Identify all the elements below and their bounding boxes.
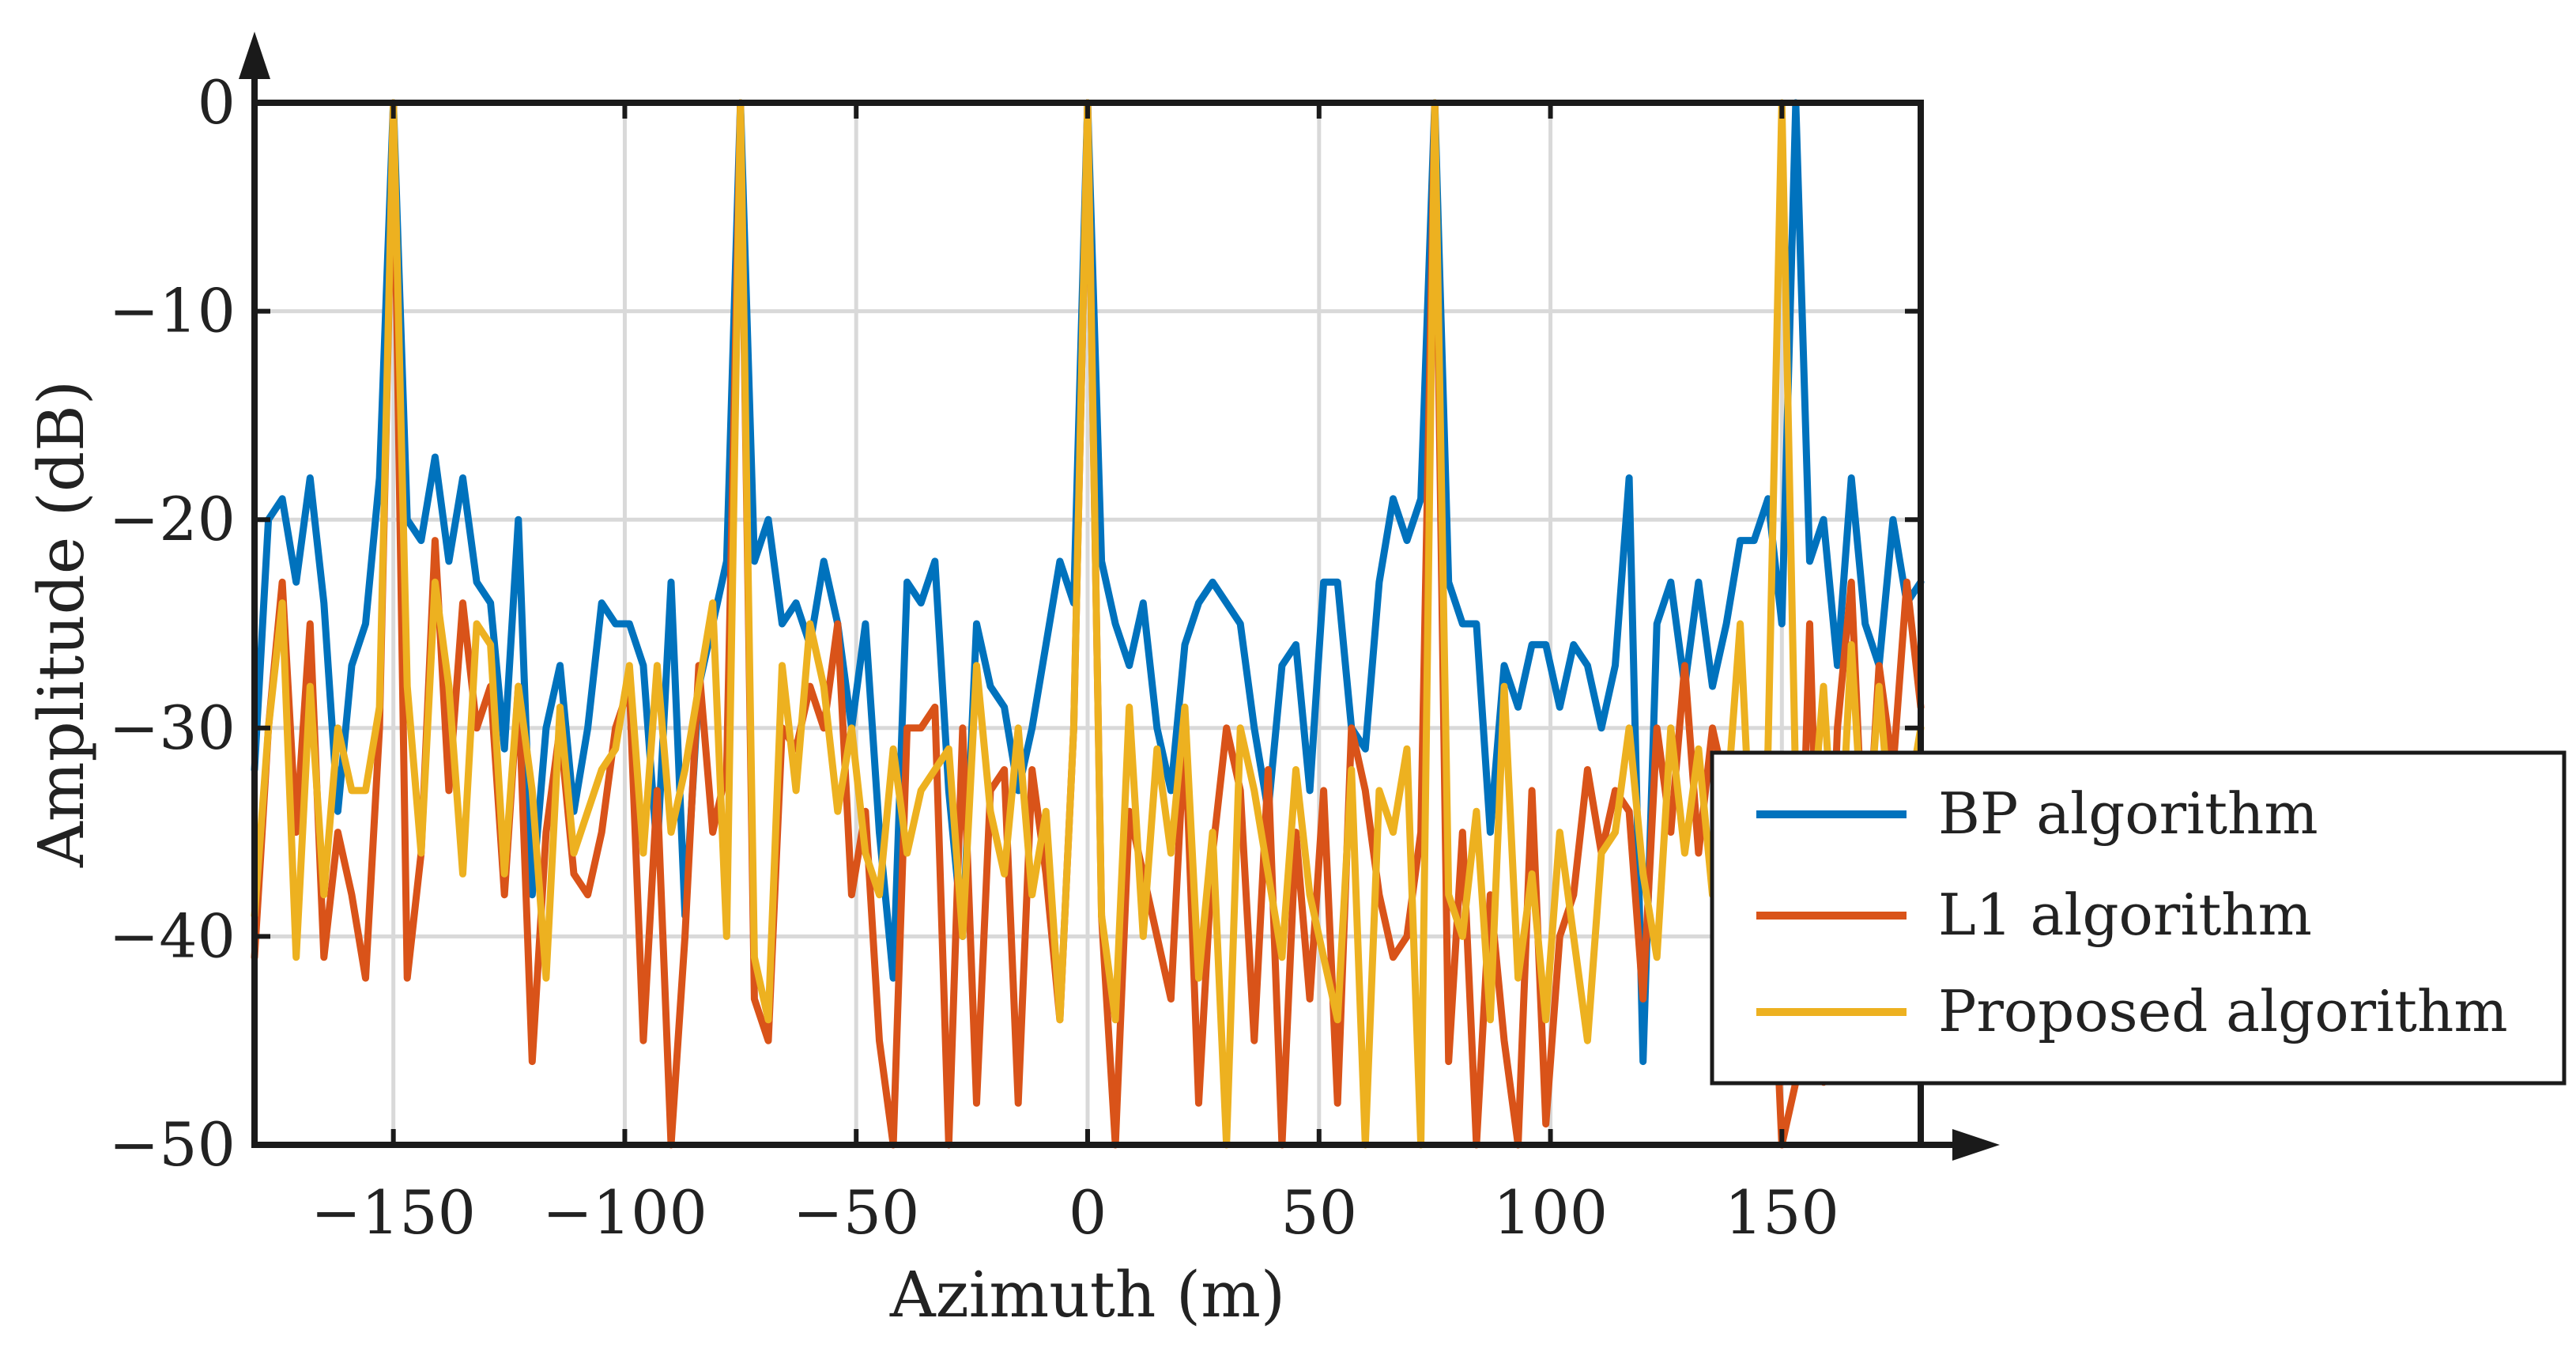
x-tick-label: 150 [1725,1177,1839,1248]
legend-label-proposed: Proposed algorithm [1938,978,2508,1044]
x-tick-label: 50 [1280,1177,1357,1248]
y-axis-label: Amplitude (dB) [25,380,98,868]
y-tick-label: −50 [109,1109,236,1180]
legend: BP algorithm L1 algorithm Proposed algor… [1710,750,2567,1086]
x-tick-label: −150 [311,1177,476,1248]
legend-label-bp: BP algorithm [1938,780,2318,847]
y-tick-label: −10 [109,276,236,346]
y-axis-arrow [239,32,270,1145]
axis-ticks: −150 −100 −50 0 50 100 150 0 −10 −20 −30 −40 −50 [109,67,1921,1248]
legend-label-l1: L1 algorithm [1938,882,2312,948]
y-tick-label: −40 [109,901,236,971]
x-tick-label: −100 [542,1177,707,1248]
y-tick-label: −20 [109,484,236,554]
x-axis-label: Azimuth (m) [889,1258,1285,1331]
x-tick-label: 100 [1493,1177,1608,1248]
y-tick-label: 0 [198,67,236,138]
x-tick-label: −50 [793,1177,919,1248]
x-axis-arrow [255,1129,2000,1161]
y-tick-label: −30 [109,693,236,763]
x-tick-label: 0 [1069,1177,1107,1248]
